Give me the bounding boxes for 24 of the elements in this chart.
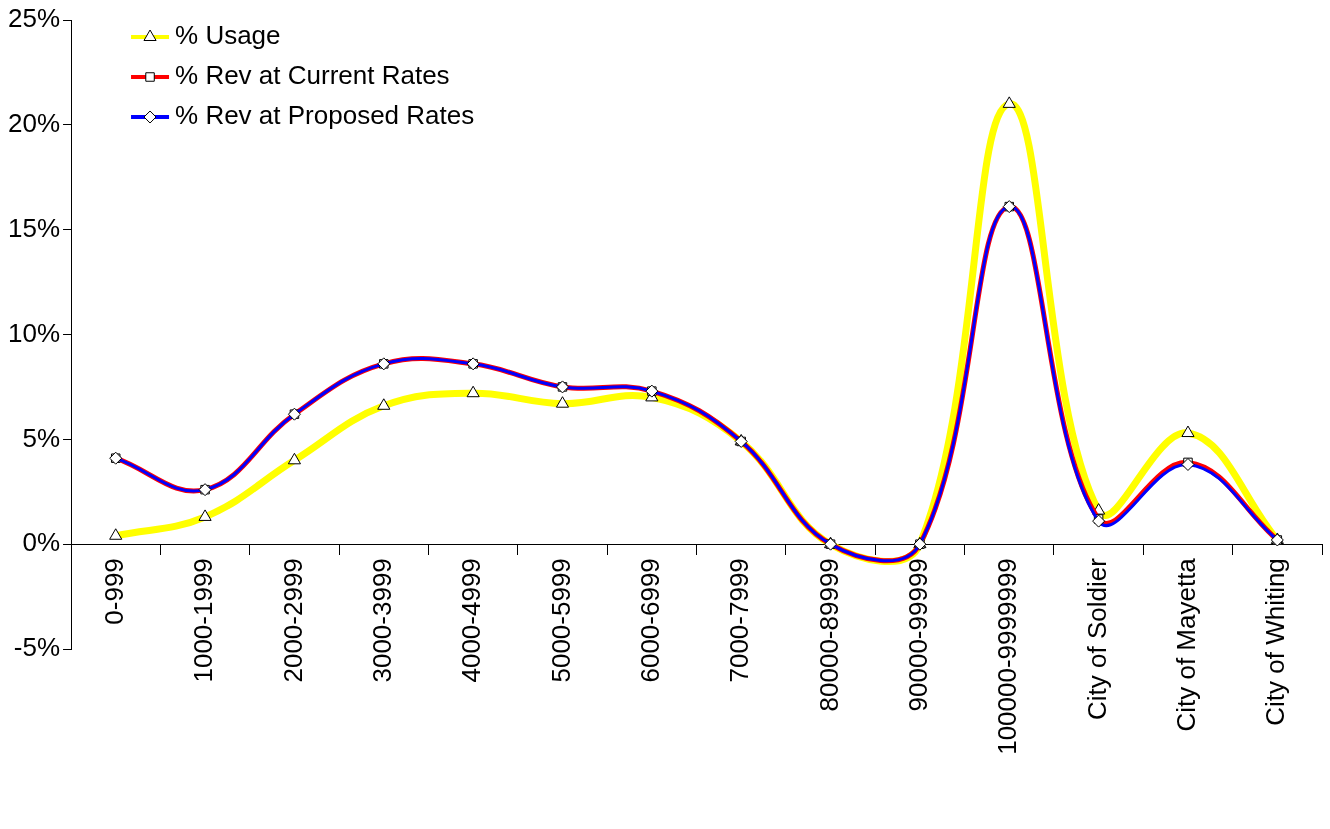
x-tick-label: City of Whiting xyxy=(1260,558,1291,726)
y-tick-label: 25% xyxy=(7,3,61,34)
x-tick-label: City of Soldier xyxy=(1081,557,1112,721)
x-tick-label: City of Mayetta xyxy=(1171,557,1202,732)
y-tick-label: 10% xyxy=(7,317,61,348)
y-tick-label: 15% xyxy=(7,212,61,243)
x-tick-label: 80000-89999 xyxy=(813,558,844,712)
x-tick-label: 1000-1999 xyxy=(188,558,219,683)
y-tick-label: -5% xyxy=(13,632,61,663)
x-tick-label: 5000-5999 xyxy=(545,558,576,683)
x-tick-label: 6000-6999 xyxy=(635,558,666,683)
x-tick-label: 0-999 xyxy=(98,558,129,625)
x-tick-label: 2000-2999 xyxy=(277,558,308,683)
x-tick-label: 4000-4999 xyxy=(456,558,487,683)
y-tick-label: 0% xyxy=(22,527,61,558)
legend-label: % Rev at Current Rates xyxy=(175,60,450,91)
y-tick-label: 20% xyxy=(7,108,61,139)
legend-label: % Rev at Proposed Rates xyxy=(175,100,475,131)
x-tick-label: 100000-9999999 xyxy=(992,558,1023,755)
x-tick-label: 7000-7999 xyxy=(724,558,755,683)
y-tick-label: 5% xyxy=(22,422,61,453)
x-tick-label: 90000-99999 xyxy=(903,558,934,712)
x-tick-label: 3000-3999 xyxy=(366,558,397,683)
legend-label: % Usage xyxy=(175,20,281,51)
